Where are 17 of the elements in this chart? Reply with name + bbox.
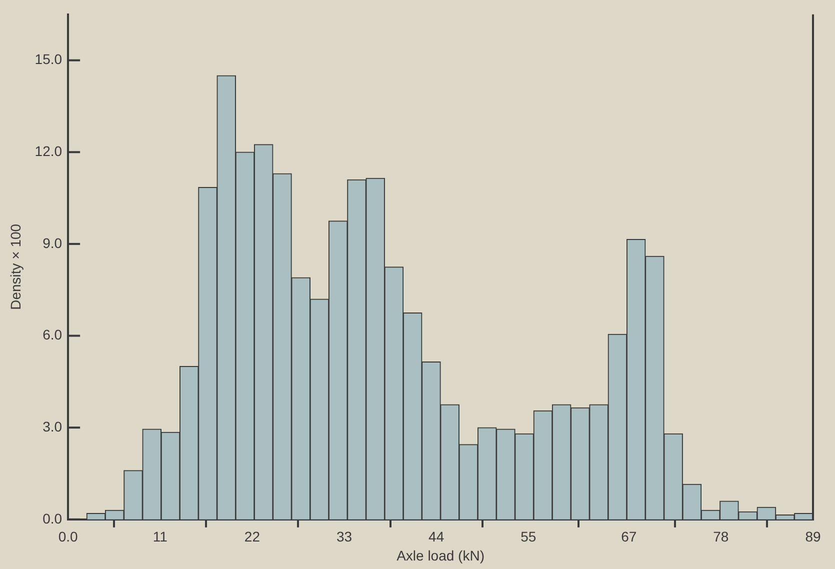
x-axis-title: Axle load (kN) [396, 547, 484, 564]
x-tick-label: 55 [520, 528, 536, 545]
x-tick-label: 89 [805, 528, 821, 545]
y-tick-label: 9.0 [42, 234, 62, 251]
y-tick-label: 3.0 [42, 418, 62, 434]
y-tick-label: 12.0 [34, 142, 62, 159]
x-tick-label: 33 [336, 528, 352, 545]
y-tick-label: 15.0 [34, 51, 62, 68]
y-axis-title: Density × 100 [7, 224, 24, 310]
x-tick-label: 0.0 [58, 528, 78, 545]
y-tick-label: 0.0 [42, 510, 62, 526]
y-tick-label: 6.0 [42, 326, 62, 343]
x-tick-label: 44 [428, 528, 444, 545]
x-tick-label: 22 [244, 528, 260, 545]
x-tick-label: 67 [621, 528, 637, 545]
x-tick-label: 78 [713, 528, 729, 545]
x-tick-label: 11 [152, 528, 168, 545]
